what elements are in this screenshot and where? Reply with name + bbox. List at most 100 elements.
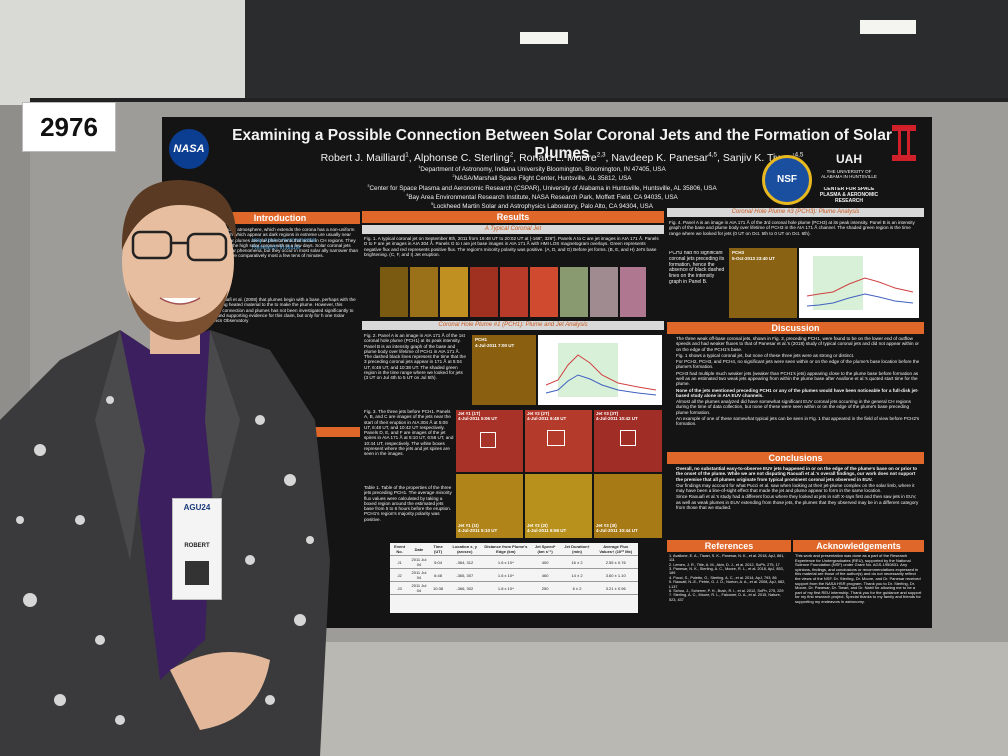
author: Robert J. Mailliard1 xyxy=(321,151,414,164)
jet-label: Jet #3 (3T) xyxy=(596,411,619,416)
table-row: J2 2011 Jul 04 6:48 -365, 307 1.6 x 10⁴ 460 14… xyxy=(390,568,638,582)
conclusion-item: Our findings may account for what Pucci … xyxy=(676,483,922,494)
hand xyxy=(170,652,270,730)
affiliation: 2NASA/Marshall Space Flight Center, Hunt… xyxy=(302,174,782,183)
affiliation-sup: 2 xyxy=(452,174,455,179)
jet-label: Jet #1 (1T) xyxy=(458,411,481,416)
affiliation-sup: 4 xyxy=(406,192,409,197)
plot-line xyxy=(545,374,657,396)
table-header: Event No. Date Time (UT) Location x, y (arc… xyxy=(390,543,638,556)
table-cell: 10:38 xyxy=(428,581,448,595)
affiliations: 1Department of Astronomy, Indiana Univer… xyxy=(302,165,782,211)
table-cell: 3.21 ± 0.96 xyxy=(593,581,638,595)
jet-label: Jet #1 (1I) xyxy=(458,523,479,528)
jet-images: Jet #1 (1T) 4-Jul-2011 5:06 UT Jet #2 (2T… xyxy=(456,410,662,538)
table-cell: Jet Speed* (km s⁻¹) xyxy=(529,543,561,556)
table-cell: J3 xyxy=(390,581,410,595)
section-heading: References xyxy=(667,540,791,552)
image-panel xyxy=(410,267,438,317)
author: Ronald L. Moore2,3 xyxy=(519,151,611,164)
acknowledgements-body: This work and presentation was done as a… xyxy=(795,554,922,604)
image-panel xyxy=(560,267,588,317)
jet-panel: Jet #2 (2T) 4-Jul-2011 6:48 UT xyxy=(525,410,592,472)
jet-panel: Jet #3 (3T) 4-Jul-2011 10:42 UT xyxy=(594,410,662,472)
iu-mark xyxy=(892,125,916,161)
affiliation-text: NASA/Marshall Space Flight Center, Hunts… xyxy=(454,175,632,183)
name-badge: AGU24 ROBERT xyxy=(172,498,222,600)
pch3-image: PCH3 5-Oct-2013 23:40 UT xyxy=(729,248,797,318)
fig4-caption: Fig. 4. Panel A is an image in AIA 171 Å… xyxy=(669,220,915,236)
discussion-item: PCH3 had multiple much weaker jets (weak… xyxy=(676,371,922,387)
discussion-body: The three weak off-base coronal jets, sh… xyxy=(669,336,922,448)
jet-panel: Jet #3 (3I) 4-Jul-2011 10:44 UT xyxy=(594,474,662,538)
fig3-caption: Fig. 3. The three jets before PCH1. Pane… xyxy=(364,409,454,457)
baeri-logo: Bay Area Environmental Research Institut… xyxy=(252,238,317,251)
jet-box xyxy=(480,432,496,448)
hair xyxy=(121,180,237,250)
table-cell: 2.55 ± 0.76 xyxy=(593,555,638,569)
uah-name: THE UNIVERSITY OF ALABAMA IN HUNTSVILLE xyxy=(821,169,877,180)
author-sup: 4,5 xyxy=(708,151,718,158)
ceiling-light xyxy=(860,20,916,34)
table-cell: 2011 Jul 04 xyxy=(409,555,429,569)
author: Alphonse C. Sterling2 xyxy=(414,151,519,164)
plot-line xyxy=(806,277,914,297)
badge-event: AGU24 xyxy=(183,503,211,512)
image-panel xyxy=(620,267,646,317)
discussion-item: For PCH2, PCH3, and PCH4, no significant… xyxy=(676,359,922,370)
reference: 6. Schou, J., Scherrer, P. H., Bush, R. … xyxy=(669,588,784,593)
reference: 7. Sterling, A. C., Moore, R. L., Falcon… xyxy=(669,593,781,602)
table-cell: Jet Duration† (min) xyxy=(560,543,594,556)
section-heading: Results xyxy=(362,211,664,223)
jacket-stars xyxy=(16,396,314,725)
jet-panel: Jet #1 (1I) 4-Jul-2011 5:10 UT xyxy=(456,474,523,538)
poster-title: Examining a Possible Connection Between … xyxy=(232,127,892,162)
author-sup: 1 xyxy=(405,151,409,158)
jet-panel: Jet #2 (2I) 4-Jul-2011 6:56 UT xyxy=(525,474,592,538)
table-cell: 14 ± 2 xyxy=(560,568,594,582)
image-label: PCH3 xyxy=(732,250,745,255)
ceiling-light xyxy=(520,32,568,44)
booth-number: 2976 xyxy=(22,102,116,152)
face xyxy=(122,190,234,334)
table-cell: 6 ± 2 xyxy=(560,581,594,595)
table-cell: 6:48 xyxy=(428,568,448,582)
table-cell: 1.8 x 10⁴ xyxy=(482,581,530,595)
author: Navdeep K. Panesar4,5 xyxy=(611,151,723,164)
subsection-heading: Coronal Hole Plume #3 (PCH3): Plume Anal… xyxy=(667,208,924,217)
table-cell: -366, 302 xyxy=(447,581,483,595)
section-heading: Conclusions xyxy=(667,452,924,464)
author-sup: 4,5 xyxy=(794,151,804,158)
reference: 1. Avallone, E. A., Tiwari, S. K., Panes… xyxy=(669,554,785,563)
affiliation: 1Department of Astronomy, Indiana Univer… xyxy=(302,165,782,174)
jet-time: 4-Jul-2011 5:10 UT xyxy=(458,528,498,533)
jet-time: 4-Jul-2011 6:56 UT xyxy=(527,528,567,533)
image-label: PCH1 xyxy=(475,337,488,342)
table-cell: 3.60 ± 1.10 xyxy=(593,568,638,582)
table-cell: 2011 Jul 04 xyxy=(409,581,429,595)
affiliation-text: Center for Space Plasma and Aeronomic Re… xyxy=(369,184,717,192)
image-panel xyxy=(380,267,408,317)
jet-label: Jet #2 (2I) xyxy=(527,523,548,528)
table1-caption: Table 1. Table of the properties of the … xyxy=(364,485,452,522)
pch3-plot xyxy=(799,248,919,318)
glasses xyxy=(131,230,228,262)
lapel xyxy=(95,330,145,560)
table-cell: Average Flux Values† (10¹⁰ Mx) xyxy=(593,543,638,556)
uah-logo: UAH xyxy=(836,153,862,166)
fig2-caption: Fig. 2. Panel A is an image in AIA 171 Å… xyxy=(364,333,466,381)
jet-time: 4-Jul-2011 6:48 UT xyxy=(527,416,567,421)
references-body: 1. Avallone, E. A., Tiwari, S. K., Panes… xyxy=(669,554,789,624)
pch1-plot xyxy=(538,335,662,405)
badge-name: ROBERT xyxy=(184,543,210,549)
affiliation: 4Bay Area Environmental Research Institu… xyxy=(302,193,782,202)
plot-line xyxy=(545,354,657,391)
reference: 3. Panesar, N. K., Sterling, A. C., Moor… xyxy=(669,567,784,576)
nsf-logo: NSF xyxy=(762,155,812,205)
cspar-name: CENTER FOR SPACE PLASMA & AERONOMIC RESE… xyxy=(819,187,879,204)
affiliation: 5Lockheed Martin Solar and Astrophysics … xyxy=(302,202,782,211)
author-name: Alphonse C. Sterling xyxy=(414,151,510,164)
discussion-item: The three weak off-base coronal jets, sh… xyxy=(676,336,922,352)
